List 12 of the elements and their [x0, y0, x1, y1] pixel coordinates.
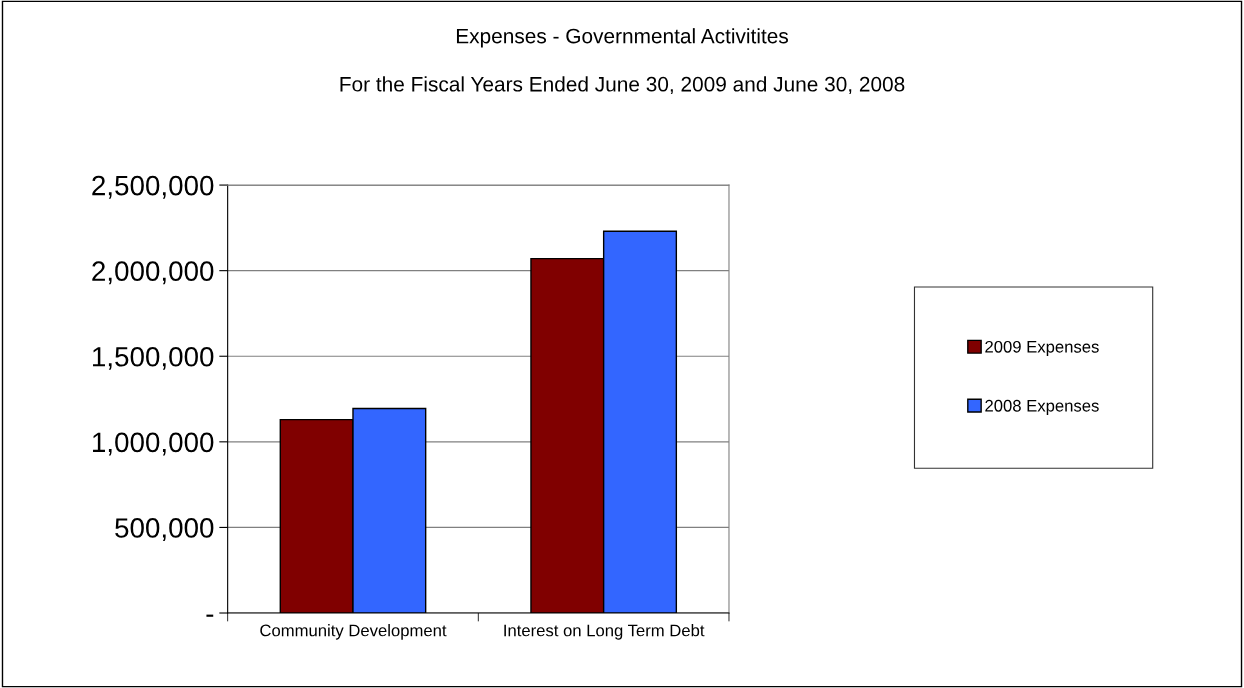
- chart-title: Expenses - Governmental Activitites: [456, 28, 788, 48]
- legend-label: 2009 Expenses: [985, 340, 1099, 356]
- x-tick-label: Interest on Long Term Debt: [504, 624, 705, 640]
- y-tick-label: 1,500,000: [93, 346, 214, 370]
- x-tick-label: Community Development: [260, 624, 447, 640]
- y-tick-label: 1,000,000: [93, 432, 214, 456]
- y-tick-label: -: [206, 614, 214, 617]
- y-tick-label: 500,000: [115, 518, 214, 542]
- y-tick-label: 2,000,000: [92, 261, 214, 285]
- y-tick-label: 2,500,000: [92, 175, 214, 199]
- legend-label: 2008 Expenses: [985, 399, 1099, 415]
- chart-subtitle: For the Fiscal Years Ended June 30, 2009 and June 30, 2008: [340, 76, 905, 95]
